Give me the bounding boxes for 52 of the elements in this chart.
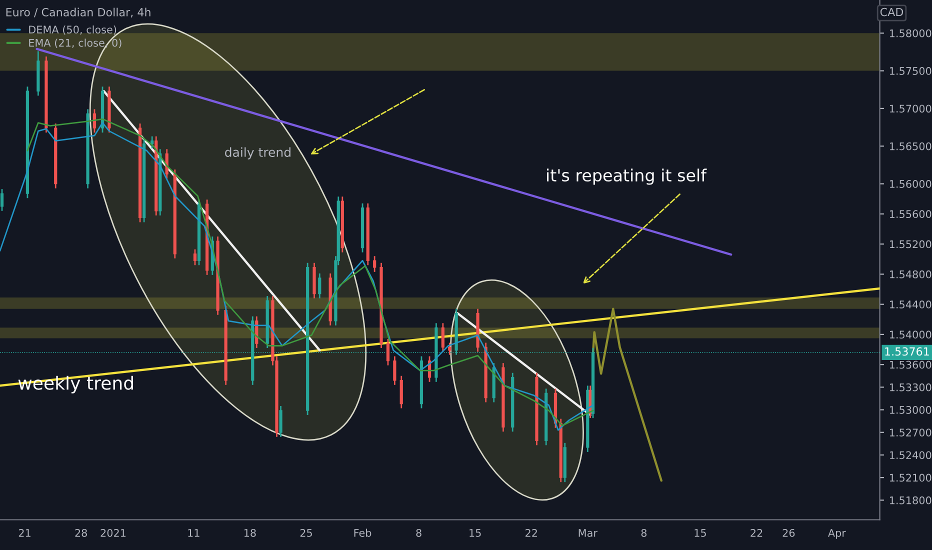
legend-label: DEMA (50, close) bbox=[29, 25, 116, 35]
x-tick-label: 22 bbox=[526, 528, 537, 537]
y-tick-label: 1.54400 bbox=[890, 300, 932, 308]
x-tick-label: 15 bbox=[470, 529, 481, 537]
annotation: weekly trend bbox=[18, 376, 133, 394]
x-tick-label: 22 bbox=[750, 528, 762, 537]
candlestick bbox=[318, 272, 322, 299]
candlestick bbox=[448, 342, 452, 356]
text: Euro / Canadian Dollar, 4h bbox=[6, 8, 150, 18]
annotation: daily trend bbox=[225, 147, 290, 160]
y-tick-label: 1.57500 bbox=[890, 67, 932, 75]
y-tick-label: 1.55600 bbox=[890, 210, 932, 218]
legend-label: EMA (21, close, 0) bbox=[29, 38, 122, 48]
y-tick-label: 1.54800 bbox=[890, 270, 932, 278]
x-tick-label: 26 bbox=[782, 528, 795, 537]
y-tick-label: 1.53000 bbox=[890, 406, 932, 414]
text: CAD bbox=[880, 8, 904, 16]
candlestick bbox=[441, 322, 444, 352]
line-series bbox=[592, 308, 662, 482]
x-tick-label: 2021 bbox=[100, 528, 126, 537]
x-tick-label: 25 bbox=[300, 528, 312, 537]
candlestick bbox=[279, 405, 282, 438]
x-tick-label: Mar bbox=[578, 529, 598, 537]
y-tick-label: 1.51800 bbox=[890, 496, 932, 504]
x-tick-label: 15 bbox=[694, 529, 706, 537]
y-tick-label: 1.55200 bbox=[890, 240, 932, 248]
x-tick-label: 21 bbox=[18, 528, 30, 537]
y-tick-label: 1.52700 bbox=[890, 428, 932, 436]
candlestick bbox=[193, 248, 197, 266]
y-tick-label: 1.54000 bbox=[890, 330, 932, 339]
candlestick bbox=[400, 375, 403, 409]
x-tick-label: 18 bbox=[244, 528, 256, 537]
candlestick bbox=[373, 255, 376, 273]
x-tick-label: Feb bbox=[354, 528, 372, 537]
y-tick-label: 1.53300 bbox=[890, 383, 932, 392]
y-tick-label: 1.58000 bbox=[890, 29, 932, 38]
y-tick-label: 1.52100 bbox=[890, 474, 932, 482]
candlestick bbox=[386, 338, 390, 366]
x-tick-label: 28 bbox=[75, 528, 87, 537]
annotation: it's repeating it self bbox=[547, 168, 707, 185]
y-tick-label: 1.57000 bbox=[890, 104, 932, 113]
candlestick bbox=[393, 356, 396, 386]
x-tick-label: 11 bbox=[188, 529, 200, 537]
y-tick-label: 1.53600 bbox=[890, 360, 932, 369]
y-tick-label: 1.56000 bbox=[890, 180, 932, 188]
candlestick bbox=[0, 188, 4, 212]
y-tick-label: 1.52400 bbox=[890, 451, 932, 460]
x-tick-label: 8 bbox=[641, 528, 647, 537]
y-tick-label: 1.56500 bbox=[890, 142, 932, 150]
x-tick-label: 8 bbox=[416, 528, 422, 537]
x-tick-label: Apr bbox=[828, 529, 846, 539]
ref-line-label: 1.53761 bbox=[885, 347, 929, 356]
